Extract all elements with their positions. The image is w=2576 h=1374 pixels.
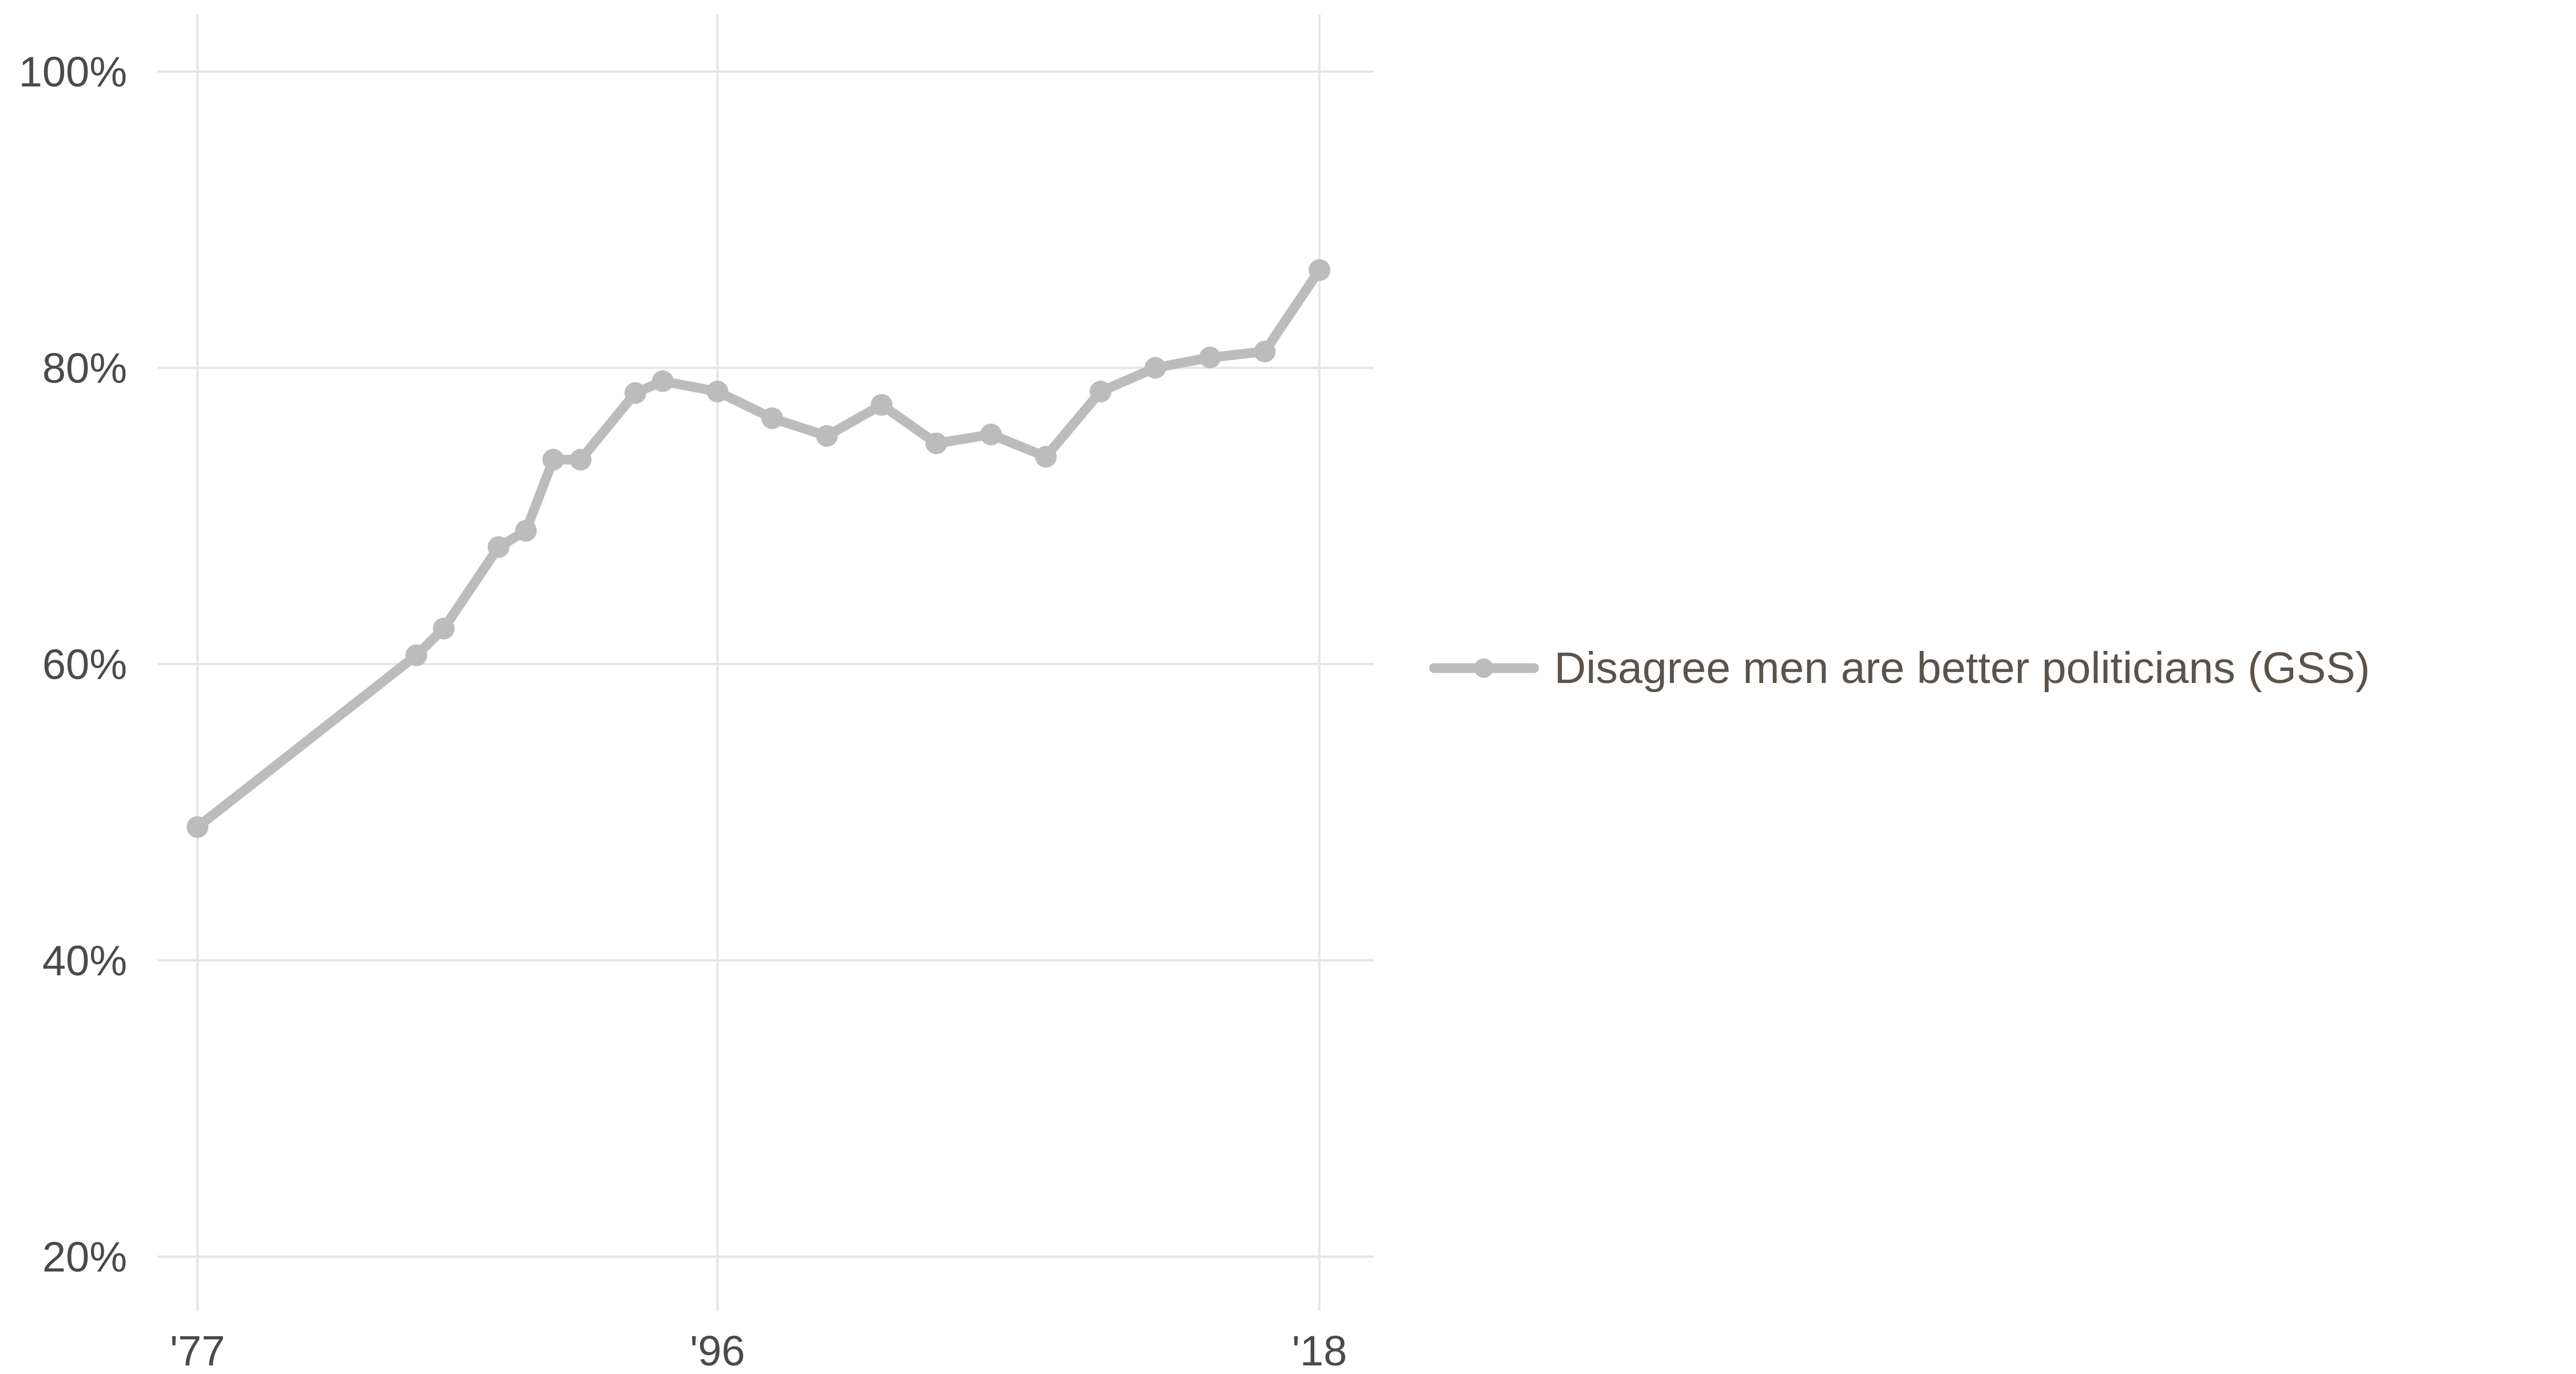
data-point [651,370,674,392]
series-line [192,265,1325,832]
legend: Disagree men are better politicians (GSS… [1429,643,2370,693]
data-point [925,432,947,455]
data-point [980,423,1002,445]
data-point [570,448,592,471]
y-tick-label: 60% [42,641,127,688]
data-point [761,407,783,429]
y-tick-label: 40% [42,937,127,985]
data-point [1199,346,1221,369]
series-0 [187,259,1330,838]
data-point [542,448,564,471]
legend-swatch-marker [1474,658,1494,678]
data-point [706,380,729,402]
data-point [624,382,646,404]
data-point [405,644,428,666]
data-point [1035,445,1057,468]
y-tick-label: 100% [19,48,127,96]
x-gridlines [196,14,1321,1311]
data-point [1254,341,1276,362]
x-tick-label: '18 [1292,1327,1347,1374]
data-point [816,425,838,447]
x-tick-label: '96 [690,1327,745,1374]
data-point [1309,259,1330,281]
data-point [187,816,208,838]
y-gridlines [157,70,1374,1258]
y-tick-label: 20% [42,1233,127,1281]
series-layer [187,259,1330,838]
data-point [1144,357,1167,379]
data-point [515,520,537,542]
data-point [487,536,509,558]
x-axis-tick-labels: '77 '96 '18 [170,1327,1347,1374]
y-axis-tick-labels: 20% 40% 60% 80% 100% [19,48,127,1281]
y-tick-label: 80% [42,345,127,392]
x-tick-label: '77 [170,1327,225,1374]
legend-label: Disagree men are better politicians (GSS… [1554,643,2370,693]
data-point [871,394,893,416]
data-point [1089,380,1112,402]
data-point [433,617,455,639]
